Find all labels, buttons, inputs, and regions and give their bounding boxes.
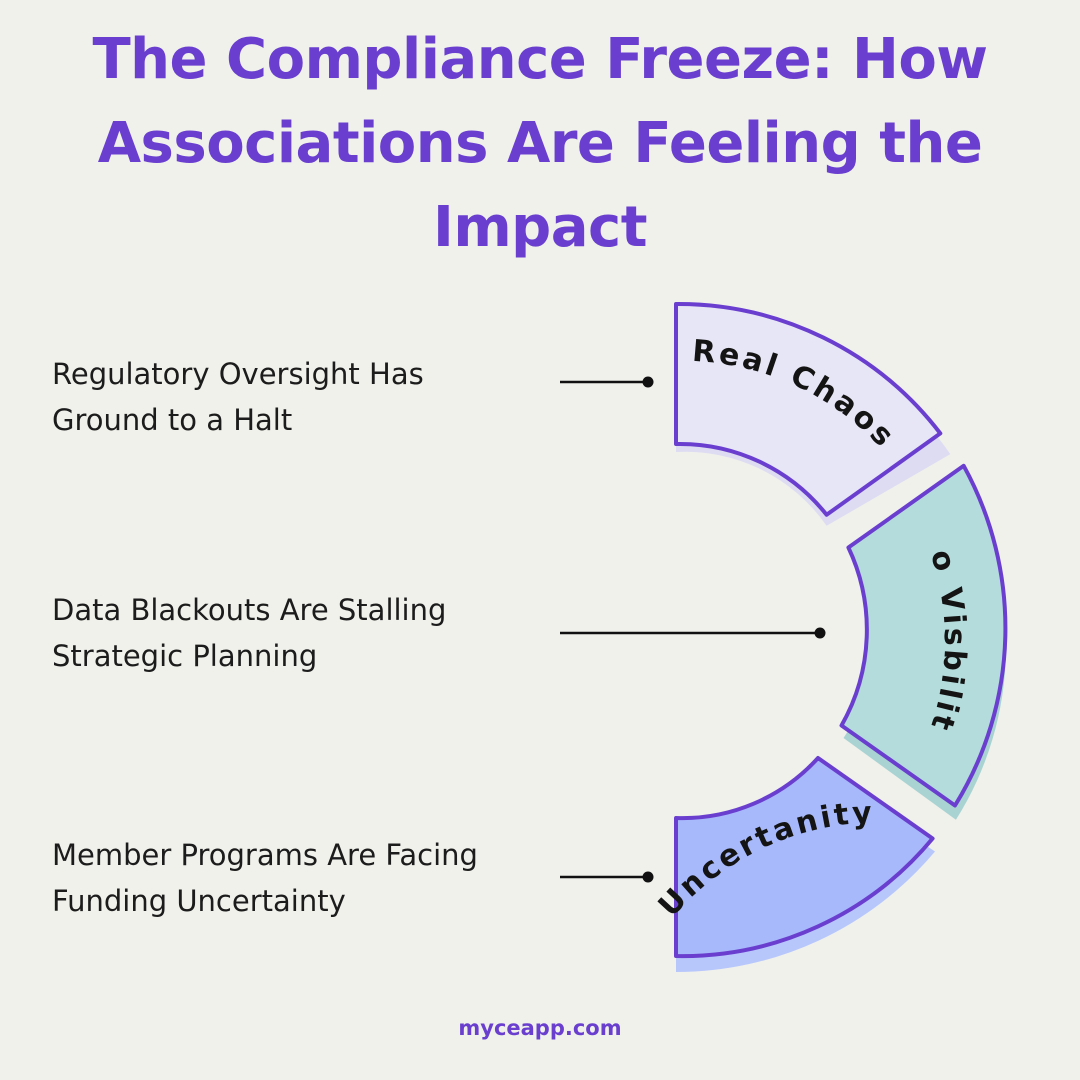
footer-website: myceapp.com [458, 1016, 622, 1040]
segment-uncertainty: Uncertanity [652, 756, 935, 973]
impact-item-line: Data Blackouts Are Stalling [52, 593, 447, 627]
impact-item-line: Ground to a Halt [52, 403, 293, 437]
impact-item-line: Member Programs Are Facing [52, 838, 478, 872]
impact-item-member-programs: Member Programs Are Facing Funding Uncer… [52, 832, 522, 924]
impact-item-line: Strategic Planning [52, 639, 318, 673]
title-line-1: The Compliance Freeze: How [92, 27, 988, 92]
segment-real-chaos: Real Chaos [674, 301, 951, 526]
connector-real-chaos [560, 376, 654, 388]
impact-item-data-blackouts: Data Blackouts Are Stalling Strategic Pl… [52, 587, 522, 679]
impact-item-line: Funding Uncertainty [52, 884, 346, 918]
segment-uncertainty-shape [674, 756, 935, 959]
segment-real-chaos-shape [674, 301, 943, 517]
impact-item-regulatory: Regulatory Oversight Has Ground to a Hal… [52, 351, 522, 443]
impact-item-line: Regulatory Oversight Has [52, 357, 424, 391]
page-title: The Compliance Freeze: How Associations … [90, 18, 990, 270]
segment-no-visibility-shape [839, 463, 1008, 808]
title-line-3: Impact [432, 195, 648, 260]
title-line-2: Associations Are Feeling the [97, 111, 983, 176]
connector-uncertainty [560, 871, 654, 883]
connector-no-visibility [560, 627, 826, 639]
